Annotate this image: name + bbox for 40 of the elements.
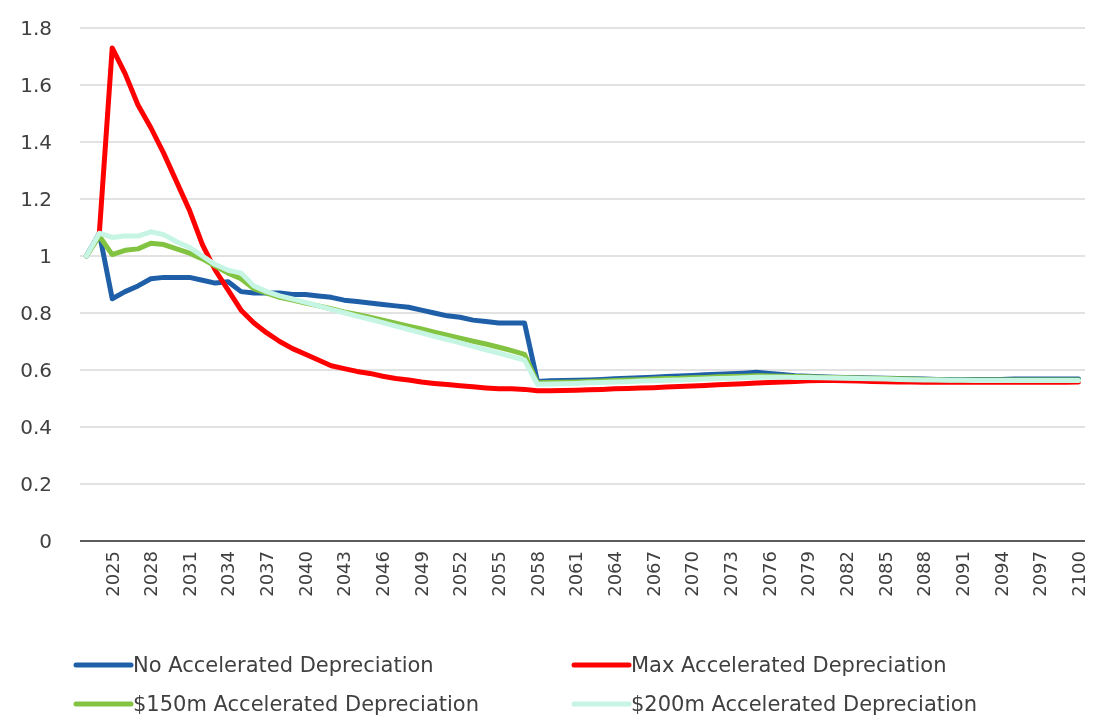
y-tick-label: 1 <box>39 244 52 268</box>
y-tick-label: 1.6 <box>20 73 52 97</box>
x-tick-label: 2034 <box>217 551 239 597</box>
y-tick-label: 1.8 <box>20 16 52 40</box>
x-tick-label: 2031 <box>178 551 200 597</box>
x-tick-label: 2055 <box>488 551 510 597</box>
x-tick-label: 2025 <box>101 551 123 597</box>
legend-label: $150m Accelerated Depreciation <box>133 692 479 717</box>
y-tick-label: 0.8 <box>20 301 52 325</box>
x-tick-label: 2088 <box>913 551 935 597</box>
x-tick-label: 2079 <box>797 551 819 597</box>
legend-label: No Accelerated Depreciation <box>133 653 434 678</box>
x-tick-label: 2028 <box>140 551 162 597</box>
x-tick-label: 2064 <box>604 551 626 597</box>
x-tick-label: 2043 <box>333 551 355 597</box>
x-tick-label: 2091 <box>951 551 973 597</box>
y-tick-label: 1.2 <box>20 187 52 211</box>
x-tick-label: 2046 <box>372 551 394 597</box>
x-tick-label: 2037 <box>256 551 278 597</box>
x-tick-label: 2085 <box>874 551 896 597</box>
y-tick-label: 0 <box>39 529 52 553</box>
x-tick-label: 2040 <box>294 551 316 597</box>
x-tick-label: 2076 <box>758 551 780 597</box>
legend-label: Max Accelerated Depreciation <box>631 653 947 678</box>
x-tick-label: 2070 <box>681 551 703 597</box>
x-tick-label: 2073 <box>719 551 741 597</box>
x-tick-label: 2058 <box>526 551 548 597</box>
x-tick-label: 2094 <box>990 551 1012 597</box>
x-tick-label: 2049 <box>410 551 432 597</box>
x-tick-label: 2067 <box>642 551 664 597</box>
y-tick-label: 0.6 <box>20 358 52 382</box>
legend-label: $200m Accelerated Depreciation <box>631 692 977 717</box>
y-tick-label: 0.4 <box>20 415 52 439</box>
x-tick-label: 2097 <box>1029 551 1051 597</box>
x-tick-label: 2082 <box>835 551 857 597</box>
x-tick-label: 2052 <box>449 551 471 597</box>
x-tick-label: 2061 <box>565 551 587 597</box>
y-tick-label: 1.4 <box>20 130 52 154</box>
y-tick-label: 0.2 <box>20 472 52 496</box>
x-tick-label: 2100 <box>1067 551 1089 597</box>
